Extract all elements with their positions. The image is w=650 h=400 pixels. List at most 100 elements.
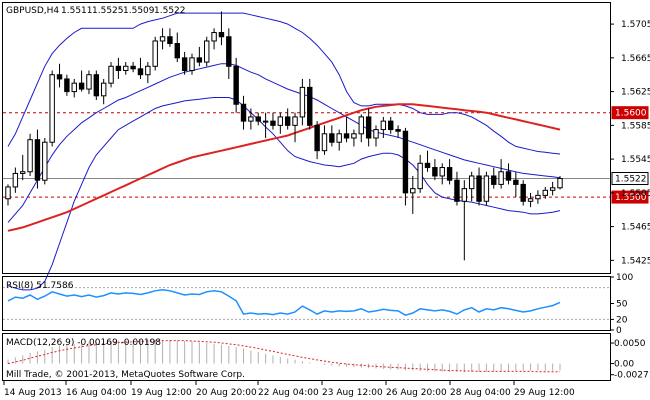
candle-74 <box>549 181 556 196</box>
rsi-tick-label: 0 <box>616 326 622 336</box>
candle-body <box>520 183 526 202</box>
bollinger-middle-line <box>7 63 561 223</box>
candle-60 <box>446 159 453 185</box>
level-tag-box-1.5600 <box>611 106 649 120</box>
candle-body <box>351 133 357 139</box>
candle-body <box>498 171 504 185</box>
macd-tick-label: 0.0050 <box>614 339 646 349</box>
candle-39 <box>292 112 298 143</box>
y-tick-label: 1.5465 <box>621 223 650 233</box>
candle-body <box>373 129 379 139</box>
candle-54 <box>402 127 409 206</box>
rsi-pane-frame <box>2 276 611 331</box>
candle-body <box>100 82 107 97</box>
candle-body <box>270 120 276 126</box>
candle-41 <box>307 78 313 130</box>
candle-55 <box>410 175 416 214</box>
candle-body <box>152 40 158 67</box>
candle-body <box>461 188 468 202</box>
rsi-tick-label: 20 <box>616 315 628 325</box>
rsi-tick-label: 100 <box>616 273 633 283</box>
candle-62 <box>461 180 468 261</box>
candle-body <box>42 141 48 181</box>
level-tag-1.5522: 1.5522 <box>615 175 647 185</box>
candle-body <box>446 167 453 181</box>
y-tick-label: 1.5625 <box>621 88 650 98</box>
x-tick-label: 19 Aug 12:00 <box>131 388 192 398</box>
candle-body <box>358 116 364 135</box>
candle-64 <box>476 167 482 206</box>
candle-7 <box>56 63 63 88</box>
ohlc-close: 1.5522 <box>154 6 186 16</box>
level-tag-box-1.5522 <box>611 172 649 185</box>
candle-body <box>78 82 85 90</box>
candle-8 <box>64 74 70 96</box>
main-pane-frame <box>2 2 611 274</box>
candle-18 <box>137 57 144 79</box>
candle-body <box>505 171 512 181</box>
candle-44 <box>329 125 335 147</box>
candle-34 <box>255 112 261 126</box>
candle-38 <box>284 108 291 130</box>
macd-tick-label: 0.00 <box>614 360 634 370</box>
candle-body <box>174 43 180 59</box>
ohlc-open: 1.5511 <box>61 6 93 16</box>
candle-3 <box>27 133 33 176</box>
x-tick-label: 22 Aug 04:00 <box>258 388 319 398</box>
bollinger-lower-line <box>7 97 561 291</box>
candle-20 <box>152 36 158 71</box>
candle-72 <box>535 190 541 204</box>
y-tick-label: 1.5665 <box>621 54 650 64</box>
candle-42 <box>314 121 320 160</box>
candle-30 <box>226 28 232 79</box>
candle-21 <box>159 28 166 50</box>
candle-body <box>255 116 261 122</box>
candle-65 <box>483 171 490 206</box>
candle-body <box>343 133 350 139</box>
candle-27 <box>204 36 210 67</box>
candle-body <box>388 120 394 131</box>
x-tick-label: 29 Aug 12:00 <box>514 388 575 398</box>
candle-48 <box>358 114 364 143</box>
candle-body <box>218 32 225 38</box>
rsi-layer <box>3 287 610 320</box>
candle-6 <box>49 70 55 147</box>
candle-11 <box>86 70 92 95</box>
candle-57 <box>424 150 431 172</box>
candle-31 <box>233 57 239 113</box>
level-tag-1.5500: 1.5500 <box>615 193 647 203</box>
candle-66 <box>491 167 497 189</box>
candle-73 <box>542 186 548 199</box>
x-tick-label: 14 Aug 2013 <box>4 388 62 398</box>
y-tick-label: 1.5425 <box>621 256 650 266</box>
candle-body <box>395 129 401 132</box>
candle-body <box>34 139 41 181</box>
candle-22 <box>167 28 173 47</box>
candle-33 <box>248 108 254 130</box>
candle-body <box>189 57 195 71</box>
candle-body <box>86 74 92 90</box>
candle-body <box>211 32 217 42</box>
candle-1 <box>12 167 19 193</box>
y-tick-label: 1.5545 <box>621 155 650 165</box>
x-tick-label: 26 Aug 20:00 <box>386 388 447 398</box>
candle-body <box>513 179 519 185</box>
candle-body <box>167 36 173 44</box>
candle-75 <box>557 175 563 190</box>
candle-5 <box>42 138 48 185</box>
candle-12 <box>93 70 100 101</box>
candle-59 <box>439 163 445 185</box>
candle-body <box>49 74 55 143</box>
candle-28 <box>211 28 217 50</box>
candle-body <box>314 124 320 152</box>
macd-layer <box>7 339 561 373</box>
candle-58 <box>432 159 438 181</box>
candle-body <box>204 40 210 63</box>
y-tick-label: 1.5585 <box>621 121 650 131</box>
y-tick-label: 1.5505 <box>621 189 650 199</box>
candle-body <box>292 116 298 126</box>
candle-14 <box>108 62 114 88</box>
candle-17 <box>130 62 136 73</box>
candle-body <box>439 167 445 177</box>
